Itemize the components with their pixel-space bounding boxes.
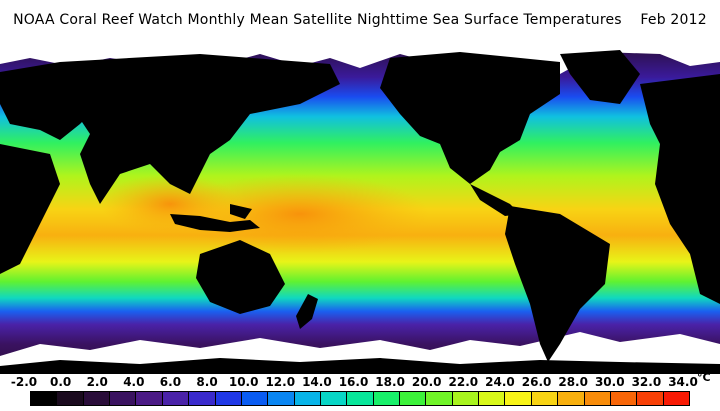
colorbar-swatch xyxy=(373,392,401,405)
colorbar-swatch xyxy=(294,392,321,405)
colorbar-swatch xyxy=(584,392,611,405)
colorbar-swatch xyxy=(663,392,689,405)
colorbar-swatch xyxy=(57,392,84,405)
colorbar-swatch xyxy=(320,392,348,405)
colorbar-swatch xyxy=(215,392,242,405)
colorbar-tick-label: 28.0 xyxy=(558,375,588,389)
colorbar-swatch xyxy=(531,392,559,405)
colorbar-tick-label: 12.0 xyxy=(265,375,296,389)
sst-world-map xyxy=(0,44,720,374)
colorbar-unit: °C xyxy=(697,371,711,384)
colorbar-tick-label: 32.0 xyxy=(631,375,662,389)
colorbar-swatch xyxy=(426,392,453,405)
colorbar-swatch xyxy=(268,392,295,405)
colorbar-swatch xyxy=(189,392,216,405)
temperature-colorbar xyxy=(30,391,690,406)
colorbar-tick-label: 30.0 xyxy=(594,375,625,389)
colorbar-swatch xyxy=(452,392,480,405)
colorbar-tick-label: 4.0 xyxy=(123,375,145,389)
colorbar-swatch xyxy=(162,392,190,405)
colorbar-swatch xyxy=(505,392,532,405)
colorbar-tick-label: 22.0 xyxy=(448,375,479,389)
colorbar-tick-label: 2.0 xyxy=(86,375,108,389)
colorbar-tick-label: 20.0 xyxy=(411,375,442,389)
colorbar-tick-label: 26.0 xyxy=(521,375,552,389)
colorbar-tick-label: 24.0 xyxy=(485,375,515,389)
colorbar-swatch xyxy=(610,392,638,405)
land-masses xyxy=(0,50,720,374)
colorbar-tick-label: 16.0 xyxy=(338,375,369,389)
colorbar-swatch xyxy=(347,392,374,405)
map-title: NOAA Coral Reef Watch Monthly Mean Satel… xyxy=(13,12,707,28)
colorbar-tick-label: 10.0 xyxy=(228,375,259,389)
colorbar-tick-label: -2.0 xyxy=(10,375,38,389)
colorbar-tick-label: 8.0 xyxy=(196,375,218,389)
colorbar-swatch xyxy=(31,392,58,405)
colorbar-swatch xyxy=(110,392,137,405)
colorbar-swatch xyxy=(479,392,506,405)
colorbar-tick-label: 18.0 xyxy=(375,375,405,389)
colorbar-swatch xyxy=(400,392,427,405)
colorbar-swatch xyxy=(558,392,585,405)
colorbar-tick-label: 6.0 xyxy=(159,375,182,389)
colorbar-tick-label: 14.0 xyxy=(302,375,332,389)
colorbar-tick-label: 0.0 xyxy=(49,375,72,389)
colorbar-swatch xyxy=(136,392,163,405)
colorbar-labels: -2.0 0.0 2.0 4.0 6.0 8.0 10.0 12.0 14.0 16.0 18.0 2… xyxy=(0,371,720,391)
colorbar-tick-label: 34.0 xyxy=(668,375,698,389)
colorbar-swatch xyxy=(83,392,111,405)
colorbar-swatch xyxy=(637,392,664,405)
colorbar-swatch xyxy=(241,392,269,405)
